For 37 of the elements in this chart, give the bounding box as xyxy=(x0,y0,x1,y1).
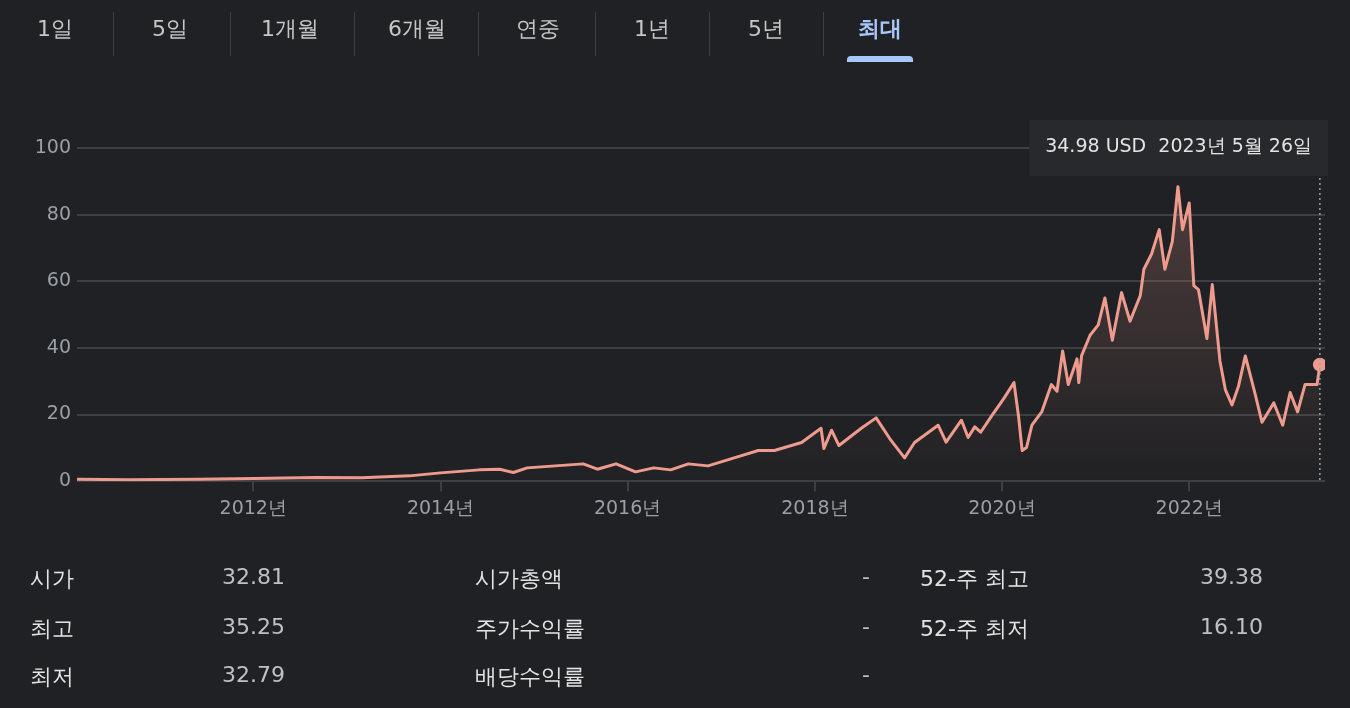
category-label: 연중 xyxy=(516,16,560,41)
text: 시가 xyxy=(30,565,74,593)
y-tick-label: 80 xyxy=(46,201,71,224)
x-tick-label: 2016년 xyxy=(593,495,662,518)
text: 35.25 xyxy=(222,614,285,639)
annotation: 34.98 USD 2023년 5월 26일 xyxy=(1045,133,1313,156)
text: 52-주 최저 xyxy=(920,615,1029,643)
category-label: 5년 xyxy=(748,16,784,41)
text: - xyxy=(862,662,870,687)
y-tick-label: 100 xyxy=(34,134,71,157)
text: - xyxy=(862,614,870,639)
text: - xyxy=(862,564,870,589)
text: 32.81 xyxy=(222,564,285,589)
x-tick-label: 2018년 xyxy=(781,495,849,518)
text: 16.10 xyxy=(1200,614,1263,639)
text: 32.79 xyxy=(222,662,285,687)
x-tick-label: 2020년 xyxy=(968,495,1036,518)
text: 39.38 xyxy=(1200,564,1263,589)
category-label: 1년 xyxy=(634,16,670,41)
y-tick-label: 0 xyxy=(58,468,71,491)
text: 시가총액 xyxy=(475,565,563,593)
y-tick-label: 40 xyxy=(46,334,71,357)
x-tick-label: 2022년 xyxy=(1155,495,1223,518)
category-label: 6개월 xyxy=(388,16,446,41)
x-tick-label: 2012년 xyxy=(219,495,287,518)
text: 52-주 최고 xyxy=(920,565,1029,593)
y-tick-label: 60 xyxy=(46,268,71,291)
category-label: 1개월 xyxy=(261,16,319,41)
category-label: 5일 xyxy=(152,16,188,41)
text: 최고 xyxy=(30,615,74,643)
text: 배당수익률 xyxy=(475,663,585,691)
y-tick-label: 20 xyxy=(46,401,71,424)
text: 주가수익률 xyxy=(475,615,585,643)
text: 최저 xyxy=(30,663,74,691)
x-tick-label: 2014년 xyxy=(406,495,475,518)
category-label: 최대 xyxy=(858,16,902,41)
category-label: 1일 xyxy=(37,16,73,41)
